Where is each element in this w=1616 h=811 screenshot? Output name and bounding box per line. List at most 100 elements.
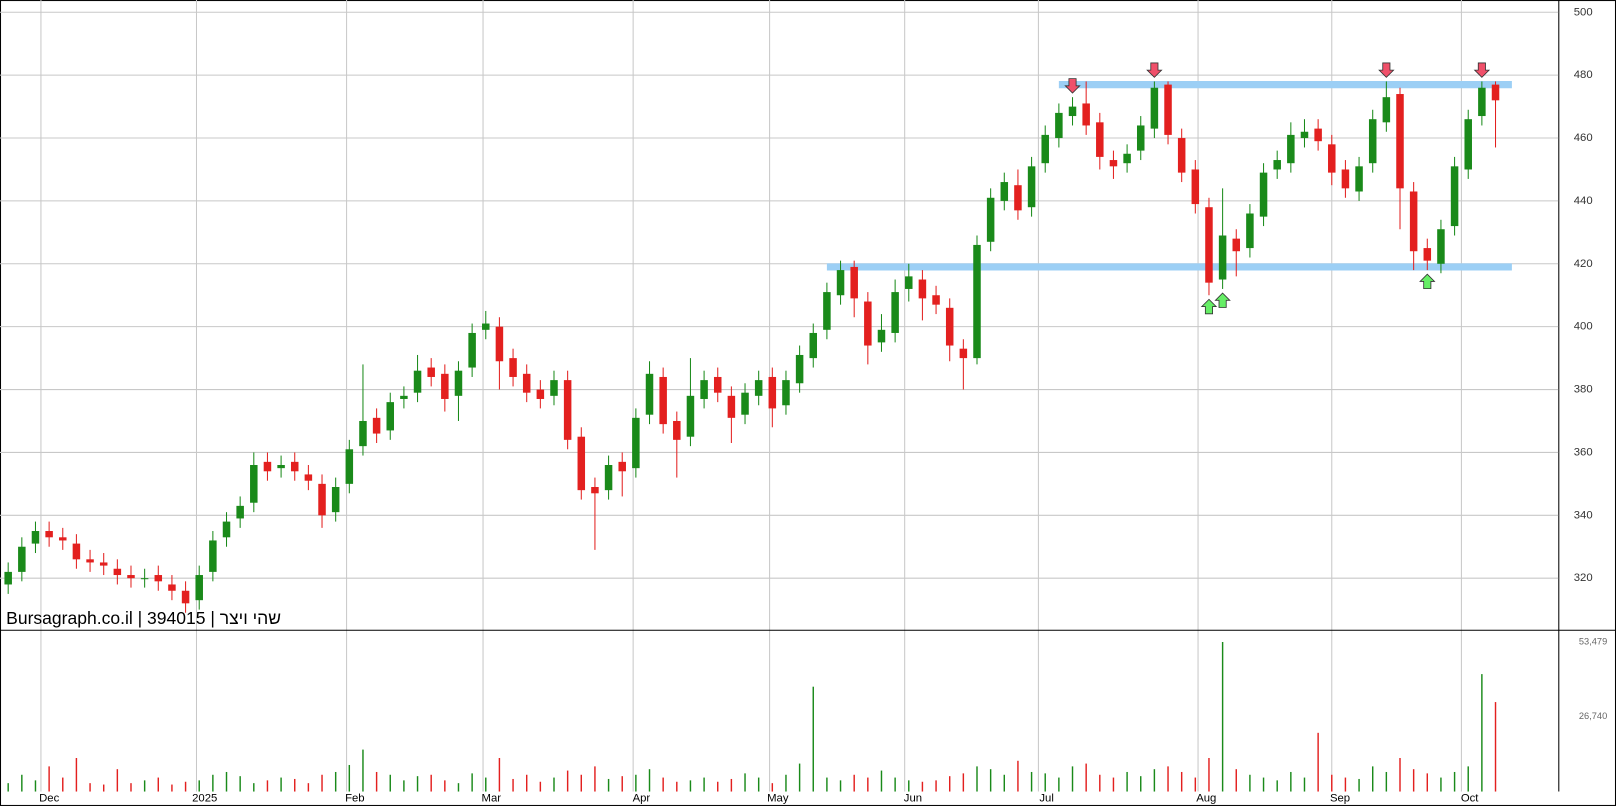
candle-body <box>905 276 913 289</box>
x-tick-label: Jun <box>904 793 922 805</box>
candle-body <box>140 578 149 580</box>
candle-body <box>522 373 531 393</box>
y-tick-label: 400 <box>1574 321 1593 333</box>
candle-body <box>795 354 804 384</box>
candle-body <box>304 474 313 481</box>
candle-body <box>454 370 463 396</box>
candle-body <box>877 329 886 343</box>
candle-body <box>659 376 667 425</box>
candle-body <box>1409 191 1418 252</box>
candles <box>4 81 1500 613</box>
y-tick-label: 480 <box>1574 69 1593 81</box>
candle-body <box>1314 128 1322 142</box>
candle-body <box>1287 134 1295 164</box>
labels: 320 340 360 380 400 420 440 460 480 500 26,740 53,4… <box>39 6 1607 804</box>
candle-body <box>45 531 53 538</box>
x-tick-label: Oct <box>1461 793 1479 805</box>
candle-body <box>1341 169 1350 189</box>
candle-body <box>263 461 272 472</box>
x-tick-label: 2025 <box>192 793 217 805</box>
candle-body <box>72 543 81 560</box>
candle-body <box>1014 185 1022 211</box>
y-tick-label: 380 <box>1574 384 1593 396</box>
y-tick-label: 460 <box>1574 132 1593 144</box>
candle-body <box>427 367 435 377</box>
candle-body <box>1082 103 1090 126</box>
candle-body <box>618 461 626 472</box>
candle-body <box>1300 131 1309 139</box>
candle-body <box>782 380 790 406</box>
candle-body <box>577 436 586 491</box>
x-tick-label: Dec <box>39 793 59 805</box>
candle-body <box>1355 166 1363 192</box>
x-tick-label: Jul <box>1039 793 1053 805</box>
candle-body <box>236 505 244 519</box>
candle-body <box>359 420 367 447</box>
candle-body <box>1136 125 1145 151</box>
candle-body <box>891 292 899 333</box>
candle-body <box>1191 169 1200 205</box>
candle-body <box>754 380 763 396</box>
sell-arrow <box>1378 62 1395 78</box>
candle-body <box>1491 84 1500 101</box>
y-tick-label: 420 <box>1574 258 1593 270</box>
x-tick-label: Mar <box>482 793 502 805</box>
candle-body <box>99 562 108 566</box>
x-tick-label: Apr <box>633 793 651 805</box>
x-tick-label: Aug <box>1196 793 1216 805</box>
candle-body <box>1150 87 1159 129</box>
candle-body <box>1123 153 1131 164</box>
candle-body <box>604 464 613 491</box>
candle-body <box>1478 87 1486 117</box>
candle-body <box>86 559 94 563</box>
buy-arrow <box>1214 292 1231 308</box>
candle-body <box>1396 94 1404 189</box>
y-tick-label: 440 <box>1574 195 1593 207</box>
candle-body <box>250 464 258 503</box>
candle-body <box>973 244 981 359</box>
candle-body <box>4 571 12 585</box>
candle-body <box>686 395 695 437</box>
y2-tick-label: 53,479 <box>1579 636 1607 646</box>
candle-body <box>1177 138 1186 173</box>
candle-body <box>836 270 845 296</box>
candle-body <box>1041 134 1049 164</box>
candle-body <box>918 279 927 299</box>
candle-body <box>591 487 599 494</box>
candle-body <box>413 370 422 393</box>
candle-body <box>727 395 736 418</box>
candle-body <box>1423 248 1432 261</box>
candle-body <box>1246 213 1254 249</box>
candle-body <box>209 540 217 572</box>
candle-body <box>932 295 940 305</box>
candle-body <box>1068 106 1077 117</box>
sell-arrow <box>1146 62 1163 78</box>
candle-body <box>372 417 381 434</box>
candle-body <box>18 546 26 572</box>
candle-body <box>277 464 285 469</box>
candle-body <box>1205 207 1213 283</box>
candle-body <box>713 376 722 393</box>
candle-body <box>550 380 558 396</box>
candle-body <box>59 537 67 541</box>
sell-arrow <box>1064 78 1081 94</box>
candle-body <box>1450 166 1459 227</box>
candle-body <box>632 417 640 469</box>
candle-body <box>850 266 858 299</box>
candle-body <box>318 483 326 516</box>
candle-body <box>290 461 299 472</box>
y2-tick-label: 26,740 <box>1579 711 1607 721</box>
x-tick-label: Sep <box>1330 793 1350 805</box>
candle-body <box>168 584 176 591</box>
candle-body <box>1437 229 1445 264</box>
candle-body <box>195 575 203 601</box>
candle-body <box>1000 182 1009 201</box>
candle-body <box>31 531 40 544</box>
candle-body <box>809 332 818 359</box>
candle-body <box>645 373 654 415</box>
candle-body <box>1109 160 1118 167</box>
candle-body <box>154 575 163 582</box>
candle-body <box>222 521 231 538</box>
buy-arrow <box>1419 273 1436 290</box>
